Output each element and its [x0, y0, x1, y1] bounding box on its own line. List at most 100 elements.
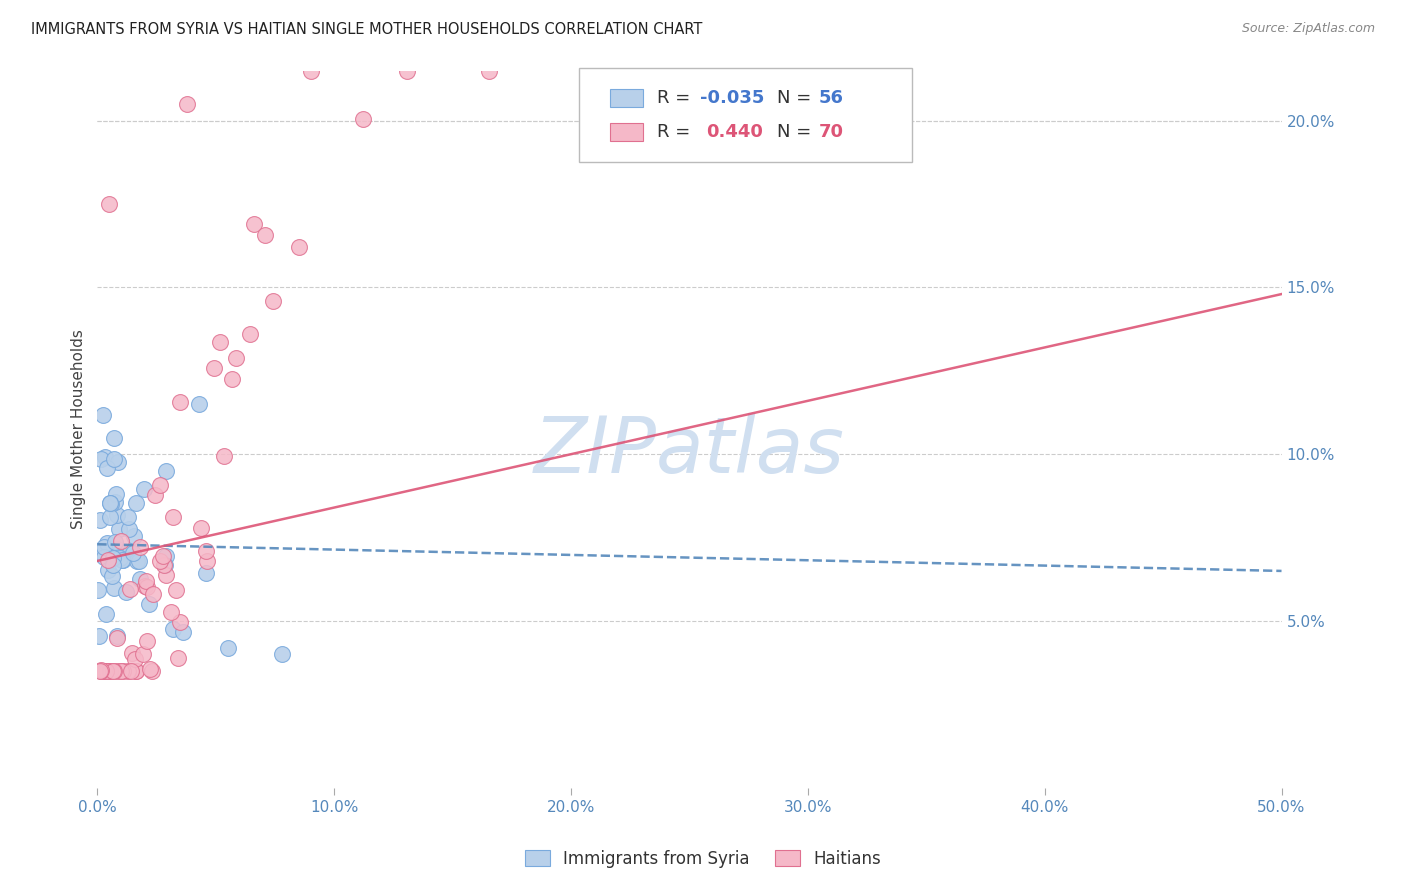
Point [101, 664, 124, 678]
Point [112, 553, 135, 567]
Point [96, 664, 118, 678]
Point [101, 569, 124, 583]
Point [135, 574, 157, 588]
Point [107, 664, 129, 678]
Point [169, 615, 191, 629]
FancyBboxPatch shape [579, 69, 912, 162]
Point [395, 63, 418, 78]
Point [194, 566, 217, 581]
Point [153, 558, 176, 572]
Point [239, 327, 262, 342]
Point [104, 486, 127, 500]
Point [125, 496, 148, 510]
Point [90, 451, 112, 466]
Point [155, 568, 177, 582]
Point [165, 582, 187, 597]
Point [195, 554, 218, 568]
Y-axis label: Single Mother Households: Single Mother Households [72, 329, 86, 529]
Point [352, 112, 374, 126]
Legend: Immigrants from Syria, Haitians: Immigrants from Syria, Haitians [519, 844, 887, 875]
Point [117, 510, 139, 524]
Text: -0.035: -0.035 [700, 89, 765, 107]
Point [101, 558, 124, 573]
Point [478, 63, 501, 78]
FancyBboxPatch shape [610, 89, 644, 107]
Point [128, 554, 150, 568]
Point [105, 630, 128, 644]
Point [91, 409, 114, 423]
Point [98, 496, 121, 510]
Point [142, 587, 165, 601]
Point [105, 508, 128, 522]
Point [107, 455, 129, 469]
Point [190, 521, 212, 535]
Point [91, 664, 114, 678]
Text: N =: N = [778, 89, 817, 107]
Point [96, 607, 118, 621]
Text: Source: ZipAtlas.com: Source: ZipAtlas.com [1241, 22, 1375, 36]
Point [90, 664, 112, 678]
Point [122, 546, 145, 560]
Point [138, 598, 160, 612]
Point [725, 63, 748, 78]
Point [134, 579, 156, 593]
Point [115, 584, 138, 599]
Point [100, 497, 122, 511]
Point [169, 395, 191, 409]
Point [225, 351, 247, 365]
Text: ZIPatlas: ZIPatlas [534, 413, 845, 489]
Point [90, 664, 112, 678]
Point [94, 664, 117, 678]
Point [94, 450, 117, 464]
Point [98, 664, 121, 678]
Point [160, 605, 183, 619]
Point [152, 549, 174, 564]
Point [135, 634, 157, 648]
Point [136, 580, 159, 594]
Point [153, 558, 176, 572]
Point [103, 452, 125, 467]
Point [97, 553, 120, 567]
Text: 56: 56 [818, 89, 844, 107]
Point [132, 482, 155, 496]
Point [100, 496, 122, 510]
Point [188, 397, 211, 411]
Point [262, 293, 284, 308]
Point [105, 631, 128, 645]
Point [89, 544, 111, 558]
Point [104, 534, 127, 549]
Point [122, 529, 145, 543]
Point [98, 197, 121, 211]
Point [108, 522, 131, 536]
Point [98, 509, 121, 524]
Point [209, 334, 232, 349]
Point [129, 541, 152, 555]
Point [103, 431, 125, 445]
Point [103, 581, 125, 595]
Point [91, 664, 114, 678]
Point [287, 240, 309, 254]
Text: IMMIGRANTS FROM SYRIA VS HAITIAN SINGLE MOTHER HOUSEHOLDS CORRELATION CHART: IMMIGRANTS FROM SYRIA VS HAITIAN SINGLE … [31, 22, 703, 37]
Text: R =: R = [658, 122, 696, 141]
Point [98, 664, 121, 678]
Point [89, 629, 111, 643]
Point [89, 664, 111, 678]
Point [125, 664, 148, 678]
FancyBboxPatch shape [610, 122, 644, 141]
Point [97, 563, 120, 577]
Point [93, 549, 115, 564]
Point [117, 664, 139, 678]
Point [110, 552, 132, 566]
Point [132, 647, 155, 661]
Point [124, 651, 146, 665]
Point [103, 664, 125, 678]
Point [149, 554, 172, 568]
Point [118, 522, 141, 536]
Point [121, 646, 143, 660]
Point [101, 551, 124, 566]
Point [89, 513, 111, 527]
Point [93, 664, 115, 678]
Point [120, 664, 142, 678]
Point [145, 488, 167, 502]
Point [149, 478, 172, 492]
